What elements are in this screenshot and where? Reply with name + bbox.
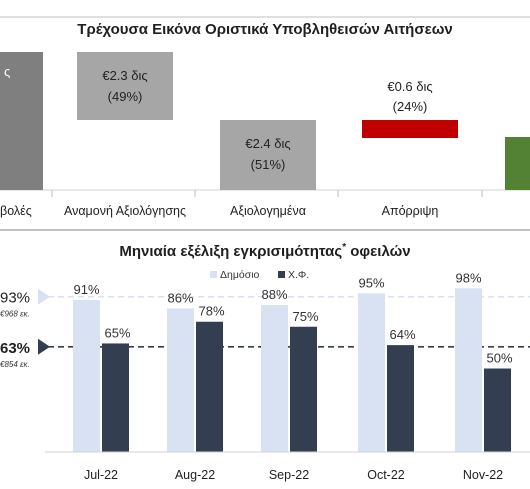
bar-dimosio-4 [455, 288, 482, 452]
reference-marker-0 [38, 288, 50, 305]
data-label-dimosio-2: 88% [261, 287, 287, 302]
legend-label-0: Δημόσιο [220, 269, 260, 281]
data-label-dimosio-3: 95% [358, 275, 384, 290]
x-tick-label-1: Aug-22 [175, 468, 215, 482]
waterfall-category-0: βολές [0, 204, 32, 218]
bar-dimosio-0 [73, 300, 100, 452]
waterfall-value-label-2: €2.4 δις [245, 136, 290, 151]
waterfall-category-2: Αξιολογημένα [230, 204, 306, 218]
waterfall-bar-2 [220, 120, 316, 190]
data-label-xf-4: 50% [486, 351, 512, 366]
bar-xf-3 [387, 345, 414, 452]
waterfall-bar-0 [0, 52, 43, 190]
data-label-xf-1: 78% [198, 304, 224, 319]
reference-note-0: €968 εκ. [0, 310, 30, 319]
waterfall-title: Τρέχουσα Εικόνα Οριστικά Υποβληθεισών Αι… [77, 21, 452, 38]
data-label-xf-0: 65% [104, 325, 130, 340]
reference-note-1: €854 εκ. [0, 360, 30, 369]
waterfall-category-3: Απόρριψη [382, 204, 439, 218]
data-label-dimosio-4: 98% [455, 270, 481, 285]
approval-title-superscript: * [342, 242, 346, 253]
legend-label-1: Χ.Φ. [288, 269, 309, 281]
waterfall-chart: Τρέχουσα Εικόνα Οριστικά Υποβληθεισών Αι… [0, 16, 530, 218]
bar-xf-2 [290, 326, 317, 452]
waterfall-bar-4 [505, 137, 530, 190]
reference-marker-1 [38, 338, 50, 355]
waterfall-share-label-3: (24%) [393, 99, 428, 114]
reference-label-0: 93% [0, 290, 30, 307]
x-tick-label-0: Jul-22 [84, 468, 118, 482]
reference-label-1: 63% [0, 340, 30, 357]
waterfall-value-label-3: €0.6 δις [387, 79, 432, 94]
data-label-xf-2: 75% [292, 309, 318, 324]
data-label-xf-3: 64% [389, 327, 415, 342]
bar-xf-4 [484, 368, 511, 452]
approval-title-suffix-text: οφειλών [350, 243, 410, 260]
bar-xf-0 [102, 343, 129, 452]
waterfall-bar-0-label: ς [4, 64, 10, 79]
waterfall-value-label-1: €2.3 δις [102, 68, 147, 83]
approval-title-main: Μηνιαία εξέλιξη εγκρισιμότητας [119, 243, 342, 260]
bar-xf-1 [196, 321, 223, 452]
bar-dimosio-2 [261, 305, 288, 452]
waterfall-share-label-2: (51%) [251, 157, 286, 172]
waterfall-bar-3 [362, 120, 458, 138]
bar-dimosio-1 [167, 308, 194, 452]
waterfall-share-label-1: (49%) [108, 89, 143, 104]
waterfall-bar-1 [77, 52, 173, 120]
bar-dimosio-3 [358, 293, 385, 452]
legend-swatch-1 [278, 271, 285, 278]
legend-swatch-0 [210, 271, 217, 278]
x-tick-label-2: Sep-22 [269, 468, 309, 482]
approval-title: Μηνιαία εξέλιξη εγκρισιμότητας* οφειλών [119, 242, 410, 260]
waterfall-category-1: Αναμονή Αξιολόγησης [64, 204, 186, 218]
data-label-dimosio-0: 91% [73, 282, 99, 297]
legend: Δημόσιο Χ.Φ. [210, 269, 309, 281]
data-label-dimosio-1: 86% [167, 290, 193, 305]
x-tick-label-4: Nov-22 [463, 468, 503, 482]
approval-chart: Μηνιαία εξέλιξη εγκρισιμότητας* οφειλών … [0, 242, 530, 482]
x-tick-label-3: Oct-22 [367, 468, 405, 482]
